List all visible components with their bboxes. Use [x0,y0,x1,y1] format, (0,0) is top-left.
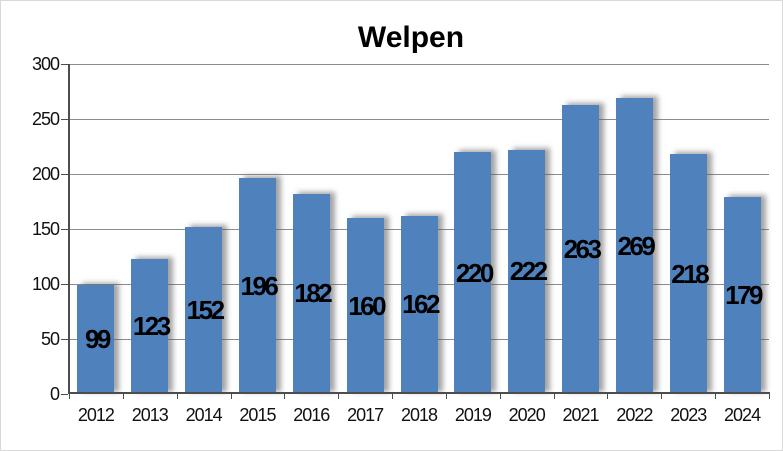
y-axis-tick [61,174,68,175]
bar-value-label: 160 [348,290,386,321]
x-axis-label: 2024 [724,405,761,425]
x-axis-label: 2017 [347,405,384,425]
bar-value-label: 162 [402,289,440,320]
y-axis-tick [61,119,68,120]
x-axis-label: 2016 [293,405,330,425]
y-axis-tick [61,284,68,285]
x-axis-line [68,392,770,394]
x-axis-label: 2014 [185,405,223,425]
bar-value-label: 179 [725,280,763,311]
bar-value-label: 220 [455,257,494,288]
bar-value-label: 218 [671,258,709,289]
x-axis-tick [176,394,178,399]
y-axis-label: 300 [31,54,60,74]
x-axis-label: 2013 [131,405,169,425]
y-axis-label: 150 [31,219,60,239]
x-axis-label: 2023 [670,405,707,425]
gridline [69,64,769,65]
y-axis-label: 250 [31,109,60,129]
x-axis-tick [499,394,501,399]
x-axis-label: 2012 [77,405,115,425]
x-axis-tick [715,394,717,399]
x-axis-label: 2018 [400,405,438,425]
bar-2012: 99 [77,285,115,394]
y-axis-label: 50 [40,329,60,349]
bar-2021: 263 [562,104,602,394]
x-axis-tick [284,394,286,399]
bar-2016: 182 [292,193,333,394]
y-axis-line [68,64,70,394]
x-axis-tick [338,394,340,399]
bar-2023: 218 [669,154,710,394]
bar-value-label: 196 [240,270,279,301]
x-axis-tick [661,394,663,399]
bar-2013: 123 [131,258,171,394]
bar-2015: 196 [238,178,279,394]
bar-value-label: 152 [186,294,225,325]
x-axis-tick [392,394,394,399]
bar-value-label: 99 [84,324,111,355]
plot-area: 99 123 152 196 182 160 162 220 222 263 269 218 179 [69,64,769,394]
x-axis-tick [769,394,770,399]
y-axis-tick [61,64,68,65]
bar-value-label: 269 [617,230,655,261]
x-axis-tick [230,394,232,399]
bar-value-label: 222 [509,256,548,287]
y-axis-tick [61,394,68,395]
chart-title: Welpen [357,21,465,54]
y-axis-label: 100 [31,274,60,294]
y-axis-label: 0 [49,384,60,404]
x-axis-label: 2020 [508,405,546,425]
bar-2019: 220 [454,152,494,394]
bar-2017: 160 [346,218,387,394]
y-axis-label: 200 [31,164,60,184]
gridline [69,174,769,175]
bar-2022: 269 [615,98,656,394]
bar-2024: 179 [723,197,764,394]
x-axis-label: 2021 [562,405,600,425]
x-axis-tick [607,394,609,399]
bar-2020: 222 [508,149,548,394]
y-axis-tick [61,339,68,340]
x-axis-tick [69,394,70,399]
y-axis-tick [61,229,68,230]
x-axis-label: 2022 [616,405,653,425]
bar-value-label: 123 [132,310,171,341]
x-axis-label: 2019 [454,405,492,425]
gridline [69,119,769,120]
x-axis-tick [445,394,447,399]
bar-value-label: 263 [563,233,602,264]
bar-2014: 152 [185,226,225,394]
x-axis-label: 2015 [239,405,276,425]
bar-value-label: 182 [294,278,332,309]
x-axis-tick [122,394,124,399]
bar-2018: 162 [400,215,440,394]
x-axis-tick [553,394,555,399]
